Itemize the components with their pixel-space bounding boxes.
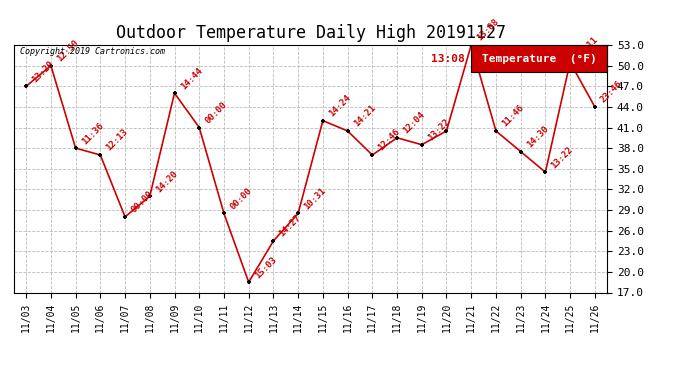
Text: 13:08: 13:08 xyxy=(431,54,465,64)
Text: 11:36: 11:36 xyxy=(80,121,105,146)
Point xyxy=(169,90,180,96)
Point xyxy=(21,83,32,89)
Point xyxy=(95,152,106,158)
Title: Outdoor Temperature Daily High 20191127: Outdoor Temperature Daily High 20191127 xyxy=(115,24,506,42)
Text: 14:24: 14:24 xyxy=(327,93,353,118)
Point xyxy=(219,210,230,216)
Point xyxy=(391,135,402,141)
Text: 12:13: 12:13 xyxy=(104,128,130,153)
Point xyxy=(243,279,254,285)
Text: Temperature  (°F): Temperature (°F) xyxy=(482,54,596,64)
Point xyxy=(589,104,600,110)
Text: 00:00: 00:00 xyxy=(228,186,253,211)
Point xyxy=(466,42,477,48)
Point xyxy=(46,63,57,69)
Point xyxy=(416,142,427,148)
Point xyxy=(317,118,328,124)
Point xyxy=(144,193,155,199)
Text: 13:08: 13:08 xyxy=(475,18,501,43)
Text: 13:22: 13:22 xyxy=(549,145,575,170)
Point xyxy=(194,124,205,130)
Point xyxy=(70,145,81,151)
FancyBboxPatch shape xyxy=(471,45,607,72)
Text: 12:46: 12:46 xyxy=(377,128,402,153)
Text: 12:04: 12:04 xyxy=(401,110,426,136)
Text: 00:00: 00:00 xyxy=(129,189,155,215)
Text: 14:30: 14:30 xyxy=(525,124,550,149)
Point xyxy=(293,210,304,216)
Point xyxy=(564,59,575,65)
Point xyxy=(367,152,378,158)
Text: 13:22: 13:22 xyxy=(426,117,451,142)
Text: Copyright 2019 Cartronics.com: Copyright 2019 Cartronics.com xyxy=(20,48,165,57)
Text: 23:46: 23:46 xyxy=(599,80,624,105)
Text: 13:20: 13:20 xyxy=(30,59,56,84)
Text: 14:21: 14:21 xyxy=(352,104,377,129)
Text: 14:20: 14:20 xyxy=(154,169,179,194)
Text: 15:03: 15:03 xyxy=(253,255,278,280)
Text: 10:31: 10:31 xyxy=(302,186,328,211)
Point xyxy=(540,169,551,175)
Text: 00:00: 00:00 xyxy=(204,100,229,125)
Text: 14:44: 14:44 xyxy=(179,66,204,91)
Text: 12:11: 12:11 xyxy=(574,34,600,60)
Point xyxy=(441,128,452,134)
Point xyxy=(515,148,526,154)
Text: 12:50: 12:50 xyxy=(55,38,81,63)
Point xyxy=(119,214,130,220)
Point xyxy=(342,128,353,134)
Text: 14:27: 14:27 xyxy=(277,213,303,239)
Text: 11:46: 11:46 xyxy=(500,104,526,129)
Point xyxy=(491,128,502,134)
Point xyxy=(268,238,279,244)
